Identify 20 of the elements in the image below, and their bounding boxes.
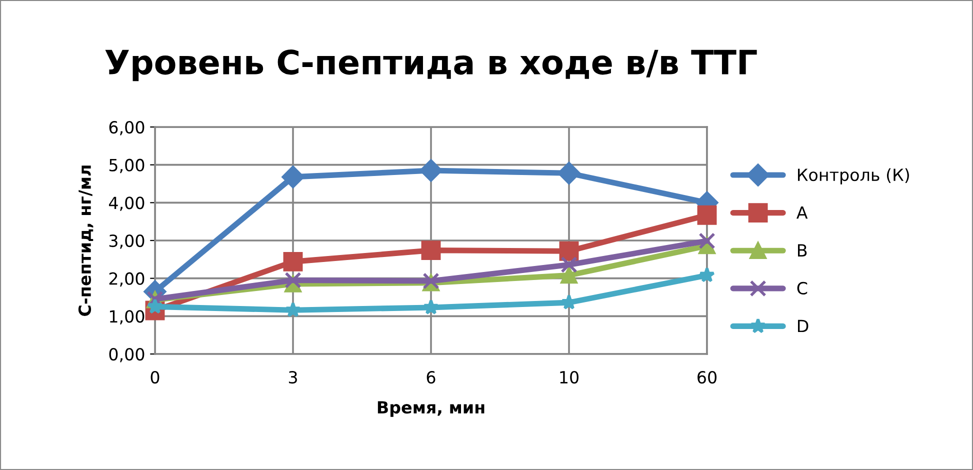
x-axis-title: Время, мин bbox=[378, 401, 484, 417]
legend-label: Контроль (К) bbox=[798, 168, 909, 184]
x-tick-label: 3 bbox=[288, 370, 297, 384]
x-tick-label: 60 bbox=[698, 370, 716, 384]
y-axis-title: С-пептид, нг/мл bbox=[78, 166, 94, 316]
y-tick-label: 1,00 bbox=[110, 310, 144, 324]
y-tick-label: 6,00 bbox=[109, 120, 144, 136]
chart-title: Уровень С-пептида в ходе в/в ТТГ bbox=[105, 49, 757, 82]
x-tick-label: 0 bbox=[150, 370, 160, 384]
x-tick-label: 6 bbox=[426, 370, 436, 384]
legend-label: C bbox=[797, 282, 808, 294]
legend-label: B bbox=[798, 244, 807, 256]
x-tick-label: 10 bbox=[560, 370, 578, 384]
y-tick-label: 0,00 bbox=[109, 348, 144, 362]
y-tick-label: 3,00 bbox=[109, 234, 144, 249]
legend-label: A bbox=[796, 206, 808, 219]
y-tick-label: 5,00 bbox=[109, 158, 144, 174]
legend-label: D bbox=[798, 320, 808, 332]
y-tick-label: 2,00 bbox=[109, 272, 144, 287]
y-tick-label: 4,00 bbox=[108, 196, 144, 211]
